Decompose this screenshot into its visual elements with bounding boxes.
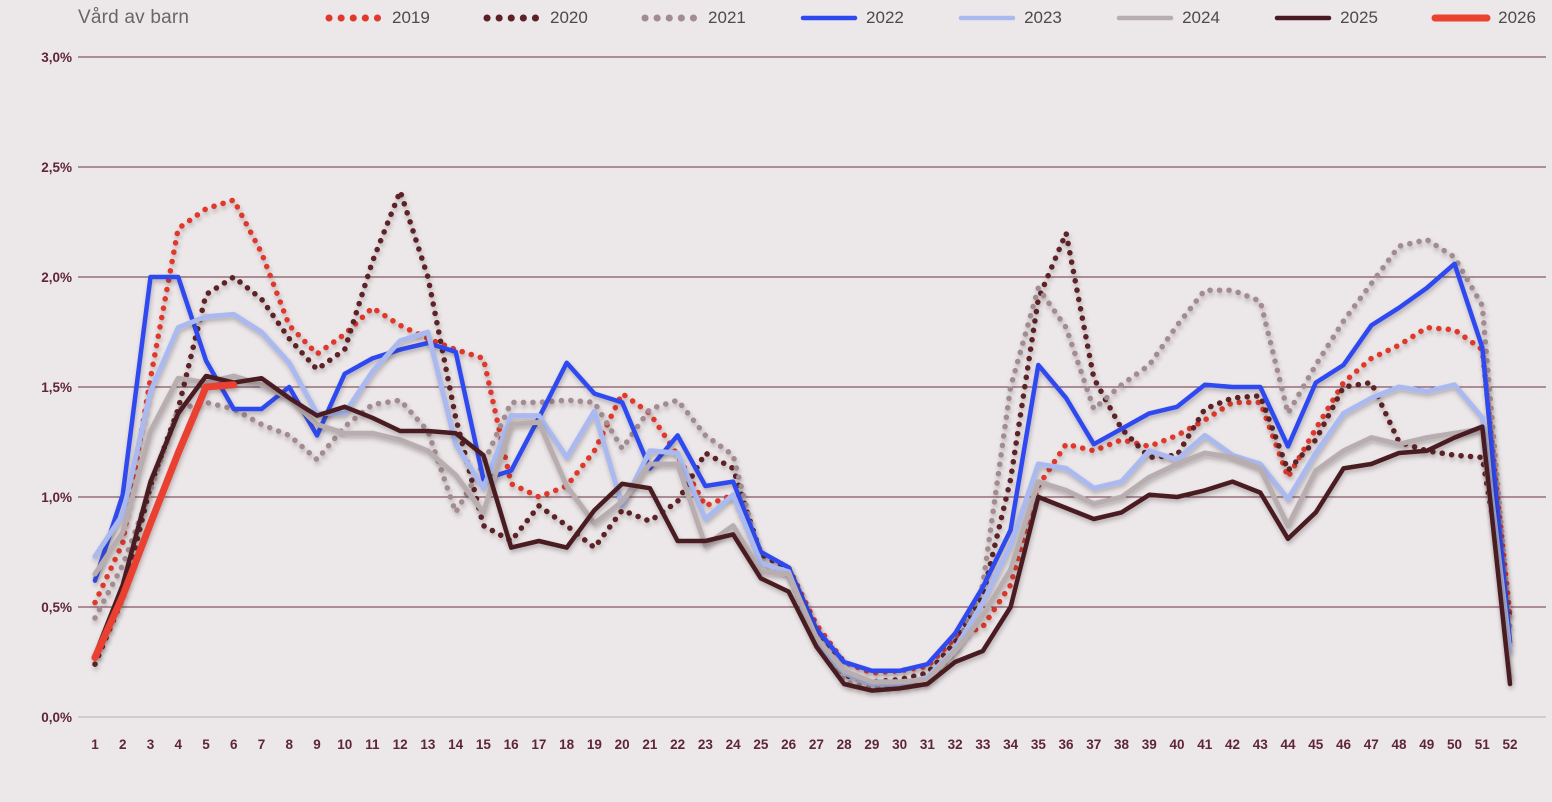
x-tick-label-week-44: 44 [1281,737,1297,752]
x-tick-label-week-27: 27 [809,737,824,752]
x-tick-label-week-41: 41 [1197,737,1213,752]
legend: 2019 2020 2021 2022 2023 2024 2025 2026 [325,5,1536,31]
series-2023-line [92,311,1513,687]
legend-line-marker [800,15,858,21]
series-2020-line [92,188,1513,685]
x-tick-label-week-10: 10 [337,737,352,752]
legend-item-2022[interactable]: 2022 [799,8,904,28]
x-tick-label-week-47: 47 [1364,737,1379,752]
x-tick-label-week-50: 50 [1447,737,1462,752]
x-tick-label-week-35: 35 [1031,737,1047,752]
x-tick-label-week-25: 25 [753,737,769,752]
x-tick-label-week-49: 49 [1419,737,1434,752]
legend-dotted-marker [325,14,385,22]
legend-label-2026: 2026 [1498,8,1536,27]
x-tick-label-week-16: 16 [504,737,520,752]
x-tick-label-week-17: 17 [531,737,546,752]
legend-item-2021[interactable]: 2021 [641,8,746,28]
x-tick-label-week-5: 5 [202,737,210,752]
x-tick-label-week-4: 4 [174,737,182,752]
y-tick-label: 2,5% [41,160,72,175]
x-tick-label-week-3: 3 [147,737,155,752]
x-tick-label-week-24: 24 [726,737,742,752]
legend-line-marker [1116,15,1174,21]
x-tick-label-week-18: 18 [559,737,575,752]
legend-label-2019: 2019 [392,8,430,27]
x-tick-label-week-34: 34 [1003,737,1019,752]
legend-line-marker [1274,15,1332,21]
x-tick-label-week-37: 37 [1086,737,1101,752]
x-tick-label-week-26: 26 [781,737,797,752]
x-tick-label-week-30: 30 [892,737,907,752]
x-tick-label-week-11: 11 [365,737,380,752]
legend-line-marker [958,15,1016,21]
legend-item-2019[interactable]: 2019 [325,8,430,28]
legend-label-2022: 2022 [866,8,904,27]
x-tick-label-week-46: 46 [1336,737,1352,752]
x-tick-label-week-43: 43 [1253,737,1269,752]
x-tick-label-week-1: 1 [91,737,99,752]
x-tick-label-week-2: 2 [119,737,127,752]
y-tick-label: 0,0% [41,710,72,725]
x-tick-label-week-31: 31 [920,737,936,752]
x-tick-label-week-20: 20 [615,737,630,752]
legend-dotted-marker [483,14,543,22]
y-tick-label: 1,0% [41,490,72,505]
x-tick-label-week-36: 36 [1059,737,1075,752]
y-tick-label: 0,5% [41,600,72,615]
x-tick-label-week-39: 39 [1142,737,1157,752]
x-tick-label-week-14: 14 [448,737,464,752]
legend-line-marker [1431,14,1491,22]
legend-label-2021: 2021 [708,8,746,27]
x-tick-label-week-40: 40 [1170,737,1185,752]
series-2024-line [92,373,1513,685]
x-tick-label-week-32: 32 [948,737,963,752]
legend-item-2025[interactable]: 2025 [1273,8,1378,28]
x-tick-label-week-15: 15 [476,737,492,752]
series-2025-line [92,373,1513,693]
y-tick-label: 3,0% [41,50,72,65]
legend-item-2026[interactable]: 2026 [1431,8,1536,28]
x-tick-label-week-42: 42 [1225,737,1240,752]
y-tick-label: 1,5% [41,380,72,395]
x-tick-label-week-48: 48 [1391,737,1407,752]
x-tick-label-week-52: 52 [1502,737,1517,752]
x-tick-label-week-7: 7 [258,737,266,752]
x-tick-label-week-33: 33 [975,737,991,752]
legend-item-2020[interactable]: 2020 [483,8,588,28]
x-tick-label-week-23: 23 [698,737,714,752]
x-tick-label-week-29: 29 [864,737,879,752]
chart-title: Vård av barn [78,7,190,28]
legend-dotted-marker [641,14,701,22]
x-tick-label-week-22: 22 [670,737,685,752]
x-tick-label-week-12: 12 [393,737,408,752]
x-tick-label-week-6: 6 [230,737,238,752]
series-2026-line [91,381,238,662]
x-tick-label-week-45: 45 [1308,737,1324,752]
legend-item-2023[interactable]: 2023 [957,8,1062,28]
x-tick-label-week-28: 28 [837,737,853,752]
x-tick-label-week-51: 51 [1475,737,1491,752]
x-tick-label-week-9: 9 [313,737,321,752]
legend-label-2023: 2023 [1024,8,1062,27]
legend-label-2020: 2020 [550,8,588,27]
series-2022-line [92,261,1513,674]
x-tick-label-week-13: 13 [420,737,436,752]
x-tick-label-week-8: 8 [285,737,293,752]
x-tick-label-week-38: 38 [1114,737,1130,752]
x-tick-label-week-19: 19 [587,737,602,752]
y-tick-label: 2,0% [41,270,72,285]
x-tick-label-week-21: 21 [642,737,658,752]
legend-label-2024: 2024 [1182,8,1220,27]
legend-item-2024[interactable]: 2024 [1115,8,1220,28]
legend-label-2025: 2025 [1340,8,1378,27]
